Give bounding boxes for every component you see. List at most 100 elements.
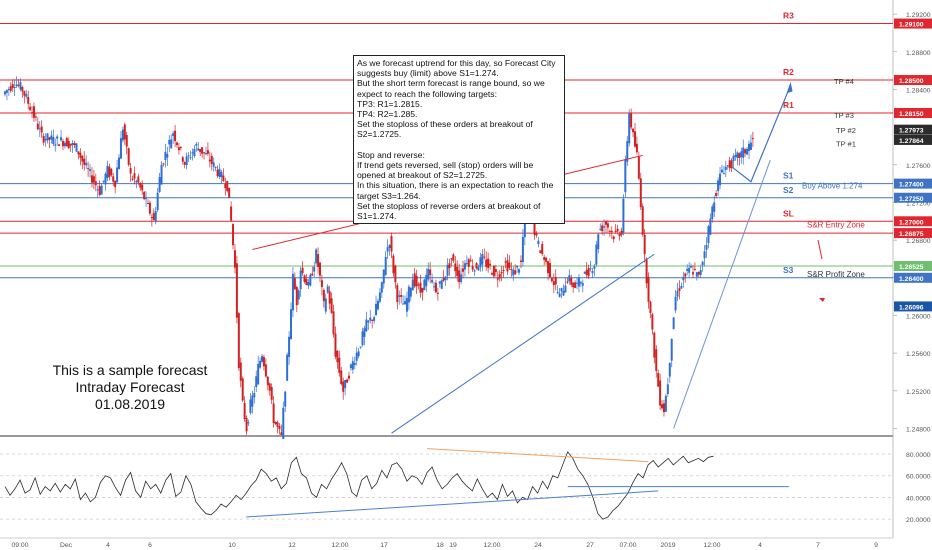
candle-body [550,278,553,282]
candle-body [195,143,198,146]
candle-body [183,162,186,165]
last-price-tag-label: 1.27973 [899,128,924,135]
candle-body [462,268,465,272]
candle-body [514,270,517,275]
candle-body [83,158,86,165]
candle-body [27,97,30,104]
candle-body [71,142,74,146]
candle-body [570,277,573,285]
candle-body [224,184,227,189]
last-price-tag-label: 1.27864 [899,138,924,145]
candle-body [568,275,571,282]
candle-body [32,106,35,118]
candle-body [380,282,383,293]
candle-body [657,372,660,387]
candle-body [297,290,300,300]
candle-body [102,180,105,182]
tp1-label: TP #1 [836,139,856,148]
candle-body [606,223,609,228]
candle-body [676,291,679,297]
candle-body [577,277,580,287]
level-name-label: S1 [783,171,794,181]
level-name-label: R2 [783,67,794,77]
candle-body [158,177,161,193]
candle-body [566,281,569,283]
candle-body [123,124,126,140]
rsi-tick-label: 40.0000 [906,495,931,502]
candle-body [17,84,20,86]
candle-body [724,166,727,170]
buy-above-label: Buy Above 1.274 [802,182,863,191]
level-price-tag-label: 1.28150 [899,111,924,118]
candle-body [61,141,64,147]
candle-body [467,259,470,267]
candle-body [355,352,358,361]
level-price-tag-label: 1.29100 [899,22,924,29]
time-tick-label: 07:00 [619,542,636,549]
candle-body [233,250,236,268]
candle-body [661,404,664,409]
time-tick-label: 27 [586,542,594,549]
candle-body [257,364,260,385]
candle-body [118,157,121,170]
candle-body [311,273,314,276]
candle-body [326,286,329,293]
candle-body [425,274,428,287]
candle-body [415,275,418,287]
time-tick-label: 10 [228,542,236,549]
candle-body [576,282,579,284]
candle-body [744,149,747,154]
candle-body [386,247,389,252]
rsi-tick-label: 20.0000 [906,517,931,524]
candle-body [465,263,468,265]
candle-body [579,281,582,284]
candle-body [605,221,608,225]
candle-body [407,286,410,303]
candle-body [369,317,372,321]
candle-body [208,159,211,162]
candle-body [261,355,264,362]
candle-body [375,303,378,316]
candle-body [303,275,306,283]
candle-body [637,156,640,179]
candle-body [249,399,252,413]
candle-body [421,287,424,293]
time-tick-label: 09:00 [11,542,28,549]
rsi-line [4,451,714,520]
candle-body [674,296,677,311]
candle-body [299,270,302,290]
candle-body [404,301,407,305]
candle-body [556,292,559,294]
candle-body [5,90,8,93]
candle-body [284,391,287,407]
candle-body [353,362,356,366]
candle-body [429,269,432,276]
candle-body [492,265,495,277]
candle-body [65,137,68,147]
candle-body [591,271,594,274]
candle-body [166,153,169,158]
candle-body [668,362,671,377]
candle-body [110,168,113,176]
candle-body [537,240,540,245]
price-tick-label: 1.27200 [906,200,931,207]
price-tick-label: 1.26000 [906,313,931,320]
candle-body [477,267,480,271]
level-price-tag-label: 1.27400 [899,182,924,189]
candle-body [516,265,519,268]
candle-body [479,257,482,268]
candle-body [510,268,513,270]
price-tick-label: 1.26800 [906,238,931,245]
candle-body [174,130,177,142]
candle-body [506,260,509,272]
arrow-head-icon [786,81,793,94]
candle-body [119,138,122,159]
candle-body [357,351,360,357]
candle-body [361,331,364,346]
candle-body [349,364,352,369]
candle-body [541,244,544,255]
sample-line-1: This is a sample forecast [52,362,208,378]
time-tick-label: 24 [534,542,542,549]
candle-body [7,89,10,91]
candle-body [552,281,555,286]
